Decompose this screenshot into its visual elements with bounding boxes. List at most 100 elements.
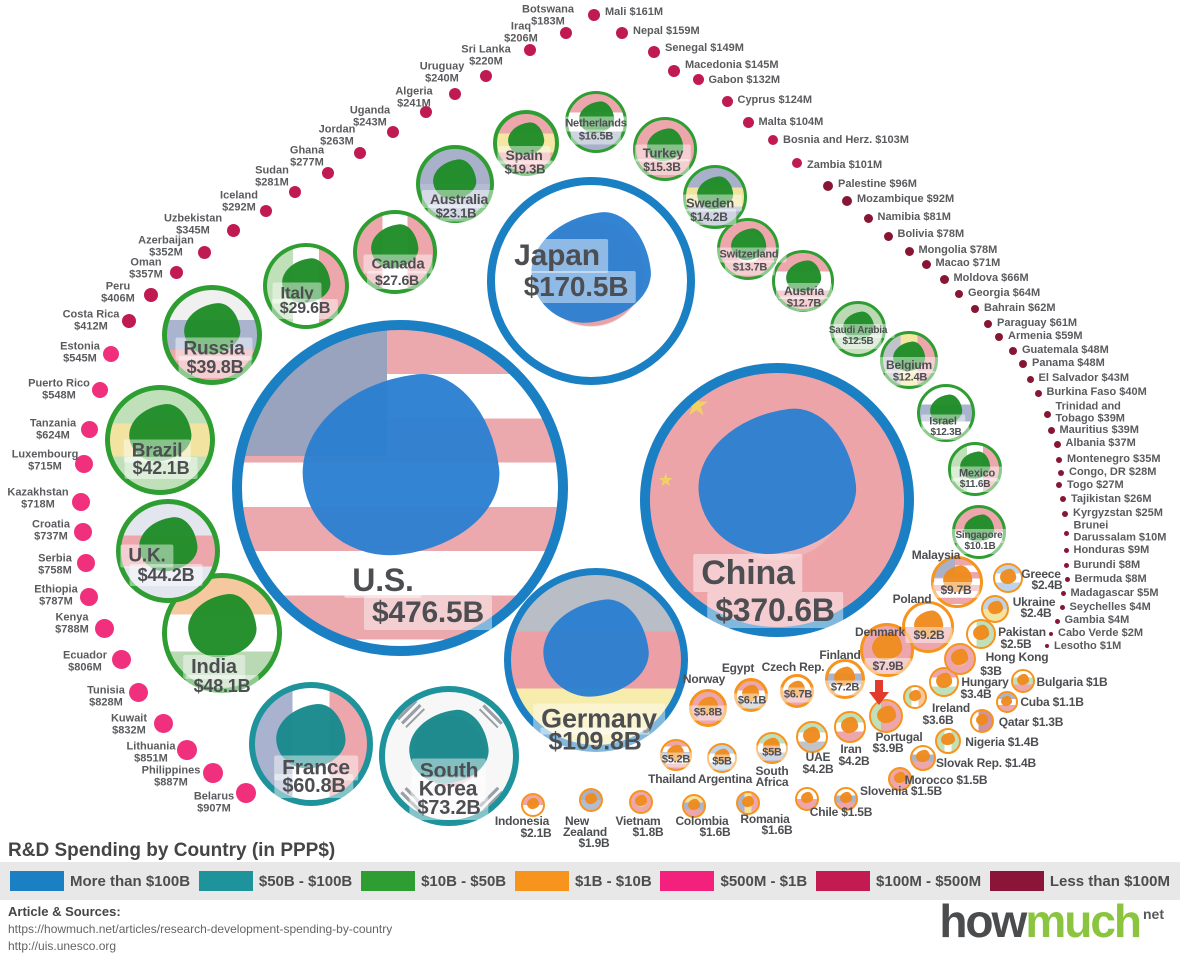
country-dot-ghana (322, 167, 334, 179)
country-label-uae-label-0: UAE (805, 750, 831, 764)
country-bubble-colombia (682, 794, 706, 818)
country-bubble-france (249, 682, 373, 806)
country-dot-mali (588, 9, 600, 21)
country-bubble-indonesia (521, 793, 545, 817)
country-dot-namibia (863, 213, 873, 223)
country-bubble-russia (162, 285, 262, 385)
country-dot-bolivia (883, 231, 893, 241)
map-silhouette-iran (840, 716, 860, 734)
country-bubble-nigeria (935, 728, 961, 754)
country-dot-label-el-salvador: El Salvador $43M (1038, 371, 1130, 384)
country-label-colombia-label-0: Colombia (675, 814, 729, 828)
footer: Article & Sources: https://howmuch.net/a… (8, 904, 392, 953)
country-label-australia-label-0: Australia (421, 190, 497, 208)
legend-swatch-5 (816, 871, 871, 891)
country-dot-label-azerbaijan: Azerbaijan $352M (138, 234, 194, 259)
country-label-turkey-label-0: Turkey (634, 144, 692, 162)
map-silhouette-uae (802, 726, 822, 744)
country-bubble-egypt (734, 678, 768, 712)
country-dot-label-iraq: Iraq $206M (504, 20, 538, 45)
country-label-saudi-arabia-label-1: $12.5B (834, 335, 882, 349)
country-dot-jordan (354, 147, 366, 159)
country-label-bulgaria-label-0: Bulgaria $1B (1036, 675, 1108, 689)
country-label-greece-label-1: $2.4B (1031, 578, 1063, 592)
country-label-india-label-1: $48.1B (185, 675, 259, 697)
country-dot-label-serbia: Serbia $758M (38, 552, 72, 577)
country-dot-bahrain (971, 305, 979, 313)
country-label-vietnam-label-1: $1.8B (632, 825, 664, 839)
country-label-morocco-label-0: Morocco $1.5B (904, 773, 988, 787)
country-bubble-qatar (970, 709, 994, 733)
country-label-switzerland-label-1: $13.7B (724, 260, 776, 276)
legend-item-0: More than $100B (10, 871, 190, 891)
country-bubble-ukraine (981, 595, 1009, 623)
country-dot-bermuda (1064, 576, 1070, 582)
country-bubble-austria (772, 250, 834, 312)
country-dot-peru (144, 288, 158, 302)
map-silhouette-slovak-rep (915, 749, 931, 764)
country-label-norway-label-0: Norway (682, 672, 726, 686)
country-dot-label-sri-lanka: Sri Lanka $220M (461, 43, 511, 68)
map-silhouette-hungary (935, 671, 953, 689)
country-dot-label-uzbekistan: Uzbekistan $345M (163, 212, 223, 237)
country-label-france-label-1: $60.8B (274, 774, 354, 798)
country-dot-label-bahrain: Bahrain $62M (984, 301, 1056, 314)
country-dot-label-madagascar: Madagascar $5M (1070, 586, 1159, 599)
source-url-1: https://howmuch.net/articles/research-de… (8, 922, 393, 936)
country-dot-philippines (203, 763, 223, 783)
country-dot-label-ghana: Ghana $277M (289, 144, 325, 169)
chart-title: R&D Spending by Country (in PPP$) (8, 840, 336, 861)
country-dot-serbia (77, 554, 95, 572)
country-bubble-spain (493, 110, 559, 176)
map-silhouette-germany (537, 594, 655, 702)
country-dot-label-jordan: Jordan $263M (318, 123, 356, 148)
country-dot-oman (169, 265, 183, 279)
country-dot-label-palestine: Palestine $96M (838, 177, 917, 190)
country-label-brazil-label-1: $42.1B (124, 457, 198, 479)
legend-swatch-4 (660, 871, 715, 891)
country-bubble-argentina (707, 743, 737, 773)
country-label-romania-label-1: $1.6B (761, 823, 793, 837)
country-label-russia-label-0: Russia (175, 337, 253, 361)
legend-label-0: More than $100B (70, 872, 191, 890)
country-dot-trinidad-and-tobago (1043, 410, 1051, 418)
country-label-new-zealand-label-2: $1.9B (578, 836, 610, 850)
country-label-finland-label-1: $7.2B (822, 680, 868, 696)
us-stars-icon: ★ ★ ★ ★ ★ (254, 345, 304, 381)
country-label-italy-label-0: Italy (272, 282, 322, 304)
country-dot-togo (1056, 482, 1062, 488)
country-bubble-cuba (996, 691, 1018, 713)
country-bubble-china: ★ ★ (640, 363, 914, 637)
legend-swatch-3 (514, 871, 569, 891)
country-bubble-poland (902, 601, 954, 653)
country-dot-label-estonia: Estonia $545M (60, 340, 100, 365)
country-label-colombia-label-1: $1.6B (699, 825, 731, 839)
country-bubble-saudi-arabia (830, 301, 886, 357)
country-label-china-label-1: $370.6B (707, 592, 843, 628)
map-silhouette-china (690, 402, 864, 563)
country-label-czech-rep-label-1: $6.7B (775, 687, 821, 703)
logo-net: net (1143, 906, 1164, 922)
country-label-u-k-label-1: $44.2B (129, 564, 203, 586)
map-silhouette-portugal (875, 704, 897, 724)
country-bubble-south-africa (756, 732, 788, 764)
country-dot-bosnia-and-herz (768, 135, 778, 145)
country-dot-congo-dr (1058, 470, 1064, 476)
legend-item-5: $100M - $500M (816, 871, 981, 891)
country-dot-gabon (692, 73, 704, 85)
country-label-turkey-label-1: $15.3B (635, 159, 689, 175)
country-dot-label-luxembourg: Luxembourg $715M (11, 448, 79, 473)
legend-item-2: $10B - $50B (361, 871, 506, 891)
country-label-pakistan-label-1: $2.5B (1000, 637, 1032, 651)
country-label-south-korea-label-1: Korea (410, 776, 486, 802)
country-dot-label-macedonia: Macedonia $145M (685, 58, 779, 71)
country-dot-sudan (289, 186, 301, 198)
country-label-germany-label-1: $109.8B (540, 727, 650, 757)
country-label-south-korea-label-2: $73.2B (409, 796, 489, 820)
country-label-portugal-label-1: $3.9B (872, 741, 904, 755)
country-label-austria-label-1: $12.7B (778, 296, 830, 312)
legend-swatch-1 (198, 871, 253, 891)
country-dot-label-brunei-darussalam: Brunei Darussalam $10M (1073, 519, 1167, 544)
legend-swatch-2 (361, 871, 416, 891)
country-label-portugal-label-0: Portugal (875, 730, 923, 744)
